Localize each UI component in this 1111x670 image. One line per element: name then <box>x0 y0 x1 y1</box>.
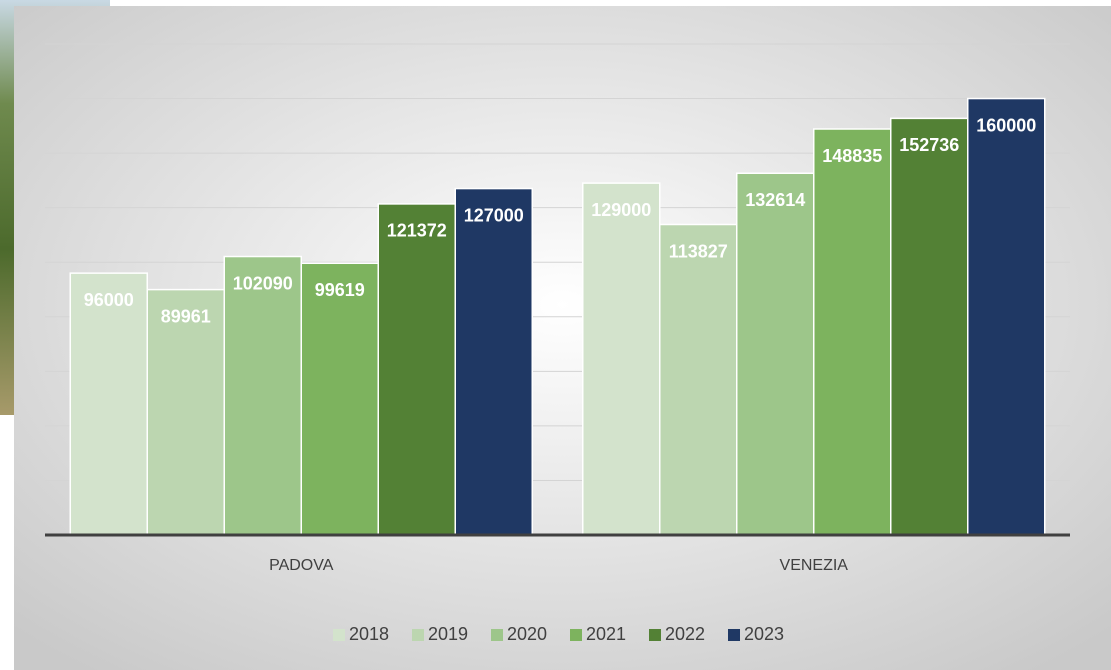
data-label: 99619 <box>315 280 365 300</box>
bar <box>813 128 892 536</box>
x-tick-label: PADOVA <box>269 557 334 574</box>
bar <box>890 117 969 536</box>
bar <box>454 187 533 536</box>
bar <box>582 182 661 536</box>
legend-swatch <box>491 629 503 641</box>
bar <box>300 262 379 536</box>
legend-swatch <box>728 629 740 641</box>
legend-swatch <box>570 629 582 641</box>
legend-swatch <box>333 629 345 641</box>
bar <box>146 288 225 536</box>
data-label: 160000 <box>976 115 1036 135</box>
data-label: 127000 <box>464 205 524 225</box>
legend-label: 2021 <box>586 624 626 644</box>
legend-label: 2023 <box>744 624 784 644</box>
bar <box>377 203 456 536</box>
data-label: 102090 <box>233 273 293 293</box>
data-label: 152736 <box>899 135 959 155</box>
data-label: 129000 <box>591 200 651 220</box>
data-label: 132614 <box>745 190 805 210</box>
legend-label: 2019 <box>428 624 468 644</box>
legend-label: 2018 <box>349 624 389 644</box>
data-label: 121372 <box>387 221 447 241</box>
bar <box>659 223 738 536</box>
legend-swatch <box>649 629 661 641</box>
data-label: 96000 <box>84 290 134 310</box>
data-label: 113827 <box>669 241 728 261</box>
bar <box>967 97 1046 536</box>
legend-label: 2022 <box>665 624 705 644</box>
bar <box>69 272 148 536</box>
legend-label: 2020 <box>507 624 547 644</box>
legend-swatch <box>412 629 424 641</box>
bar <box>736 172 815 536</box>
data-label: 89961 <box>161 306 211 326</box>
data-label: 148835 <box>822 146 882 166</box>
x-tick-label: VENEZIA <box>780 557 849 574</box>
bar <box>223 255 302 536</box>
